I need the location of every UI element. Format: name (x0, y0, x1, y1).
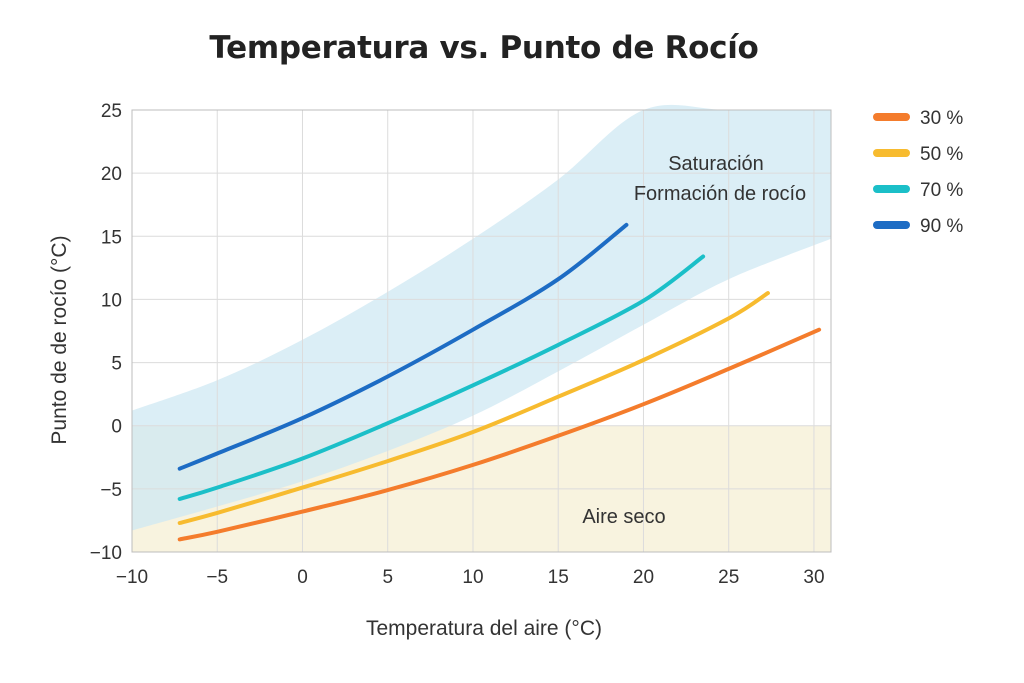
x-tick-label: 20 (633, 567, 654, 588)
y-tick-label: −5 (100, 480, 122, 501)
region-label-formacion: Formación de rocío (634, 183, 806, 205)
y-tick-label: 25 (101, 101, 122, 122)
legend-label: 50 % (920, 144, 963, 165)
ticks-layer: −10 −5 0 5 10 15 20 25 30 −10 −5 0 5 10 15 20 25 (90, 101, 825, 588)
legend-label: 70 % (920, 180, 963, 201)
y-tick-label: 10 (101, 290, 122, 311)
y-tick-label: −10 (90, 543, 122, 564)
x-tick-label: 10 (462, 567, 483, 588)
x-tick-label: 15 (548, 567, 569, 588)
region-saturacion (132, 104, 831, 531)
x-tick-label: −10 (116, 567, 148, 588)
legend-label: 90 % (920, 216, 963, 237)
x-tick-label: −5 (206, 567, 228, 588)
region-label-saturacion: Saturación (668, 153, 764, 175)
y-tick-label: 5 (111, 354, 122, 375)
series-line-90 (177, 222, 629, 471)
y-tick-label: 15 (101, 227, 122, 248)
x-tick-label: 0 (297, 567, 308, 588)
series-layer (177, 222, 822, 542)
region-label-aire-seco: Aire seco (582, 506, 665, 528)
x-tick-label: 25 (718, 567, 739, 588)
x-tick-label: 30 (803, 567, 824, 588)
plot-frame (131, 109, 832, 553)
y-axis-label: Punto de de rocío (°C) (48, 235, 71, 444)
y-tick-label: 20 (101, 164, 122, 185)
y-tick-label: 0 (111, 417, 122, 438)
series-line-30 (177, 327, 822, 542)
series-line-50 (177, 291, 770, 525)
x-axis-label: Temperatura del aire (°C) (366, 617, 602, 640)
chart-title: Temperatura vs. Punto de Rocío (209, 30, 759, 66)
legend: 30 % 50 % 70 % 90 % (873, 108, 963, 237)
x-tick-label: 5 (382, 567, 393, 588)
series-line-70 (177, 254, 706, 501)
legend-label: 30 % (920, 108, 963, 129)
